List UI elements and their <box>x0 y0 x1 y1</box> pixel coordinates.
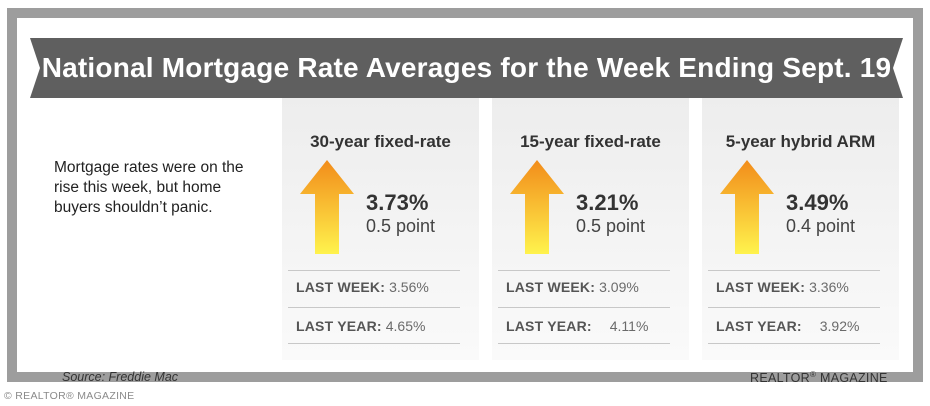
up-arrow-icon <box>510 160 564 254</box>
brand-logo-text: REALTOR® MAGAZINE <box>750 370 888 385</box>
divider <box>708 307 880 308</box>
divider <box>288 270 460 271</box>
current-rate: 3.49% <box>786 190 849 215</box>
last-year-value: 4.11% <box>609 318 649 334</box>
last-week-value: 3.56% <box>389 279 429 295</box>
source-credit: Source: Freddie Mac <box>62 370 179 384</box>
up-arrow-icon <box>300 160 354 254</box>
up-arrow-icon <box>720 160 774 254</box>
last-year-row: LAST YEAR: 4.65% <box>296 318 425 334</box>
brand-suffix: MAGAZINE <box>816 371 888 386</box>
last-week-label: LAST WEEK: <box>716 279 806 295</box>
card-title: 30-year fixed-rate <box>310 132 451 151</box>
divider <box>708 343 880 344</box>
last-year-label: LAST YEAR: <box>296 318 382 334</box>
divider <box>498 270 670 271</box>
divider <box>288 343 460 344</box>
last-year-value: 4.65% <box>385 318 426 334</box>
card-title: 15-year fixed-rate <box>520 132 661 151</box>
last-week-label: LAST WEEK: <box>296 279 386 295</box>
card-title: 5-year hybrid ARM <box>725 132 876 151</box>
last-week-row: LAST WEEK: 3.09% <box>506 279 639 295</box>
divider <box>498 307 670 308</box>
registered-mark: ® <box>810 370 817 379</box>
rate-card-30-year: 30-year fixed-rate 3.73% 0.5 point LAST … <box>282 98 479 360</box>
copyright-notice: © REALTOR® MAGAZINE <box>4 390 135 402</box>
rate-change: 0.4 point <box>786 216 856 236</box>
last-year-row: LAST YEAR: 4.11% <box>506 318 648 334</box>
divider <box>708 270 880 271</box>
banner-title: National Mortgage Rate Averages for the … <box>41 52 892 83</box>
title-banner: National Mortgage Rate Averages for the … <box>30 38 903 98</box>
infographic-frame: National Mortgage Rate Averages for the … <box>7 8 923 385</box>
last-year-label: LAST YEAR: <box>506 318 592 334</box>
banner-ribbon-shape <box>30 38 903 98</box>
divider <box>498 343 670 344</box>
last-year-row: LAST YEAR: 3.92% <box>716 318 859 334</box>
last-week-value: 3.09% <box>599 279 639 295</box>
last-week-row: LAST WEEK: 3.56% <box>296 279 429 295</box>
brand-name: REALTOR <box>750 371 810 386</box>
current-rate: 3.73% <box>366 190 429 215</box>
rate-card-15-year: 15-year fixed-rate 3.21% 0.5 point LAST … <box>492 98 689 360</box>
rate-card-5-year-arm: 5-year hybrid ARM 3.49% 0.4 point LAST W… <box>702 98 899 360</box>
last-week-value: 3.36% <box>809 279 849 295</box>
last-year-value: 3.92% <box>819 318 860 334</box>
last-week-label: LAST WEEK: <box>506 279 596 295</box>
current-rate: 3.21% <box>576 190 639 215</box>
rate-change: 0.5 point <box>366 216 436 236</box>
divider <box>288 307 460 308</box>
last-year-label: LAST YEAR: <box>716 318 802 334</box>
rate-change: 0.5 point <box>576 216 646 236</box>
last-week-row: LAST WEEK: 3.36% <box>716 279 849 295</box>
intro-text: Mortgage rates were on the rise this wee… <box>54 159 244 216</box>
